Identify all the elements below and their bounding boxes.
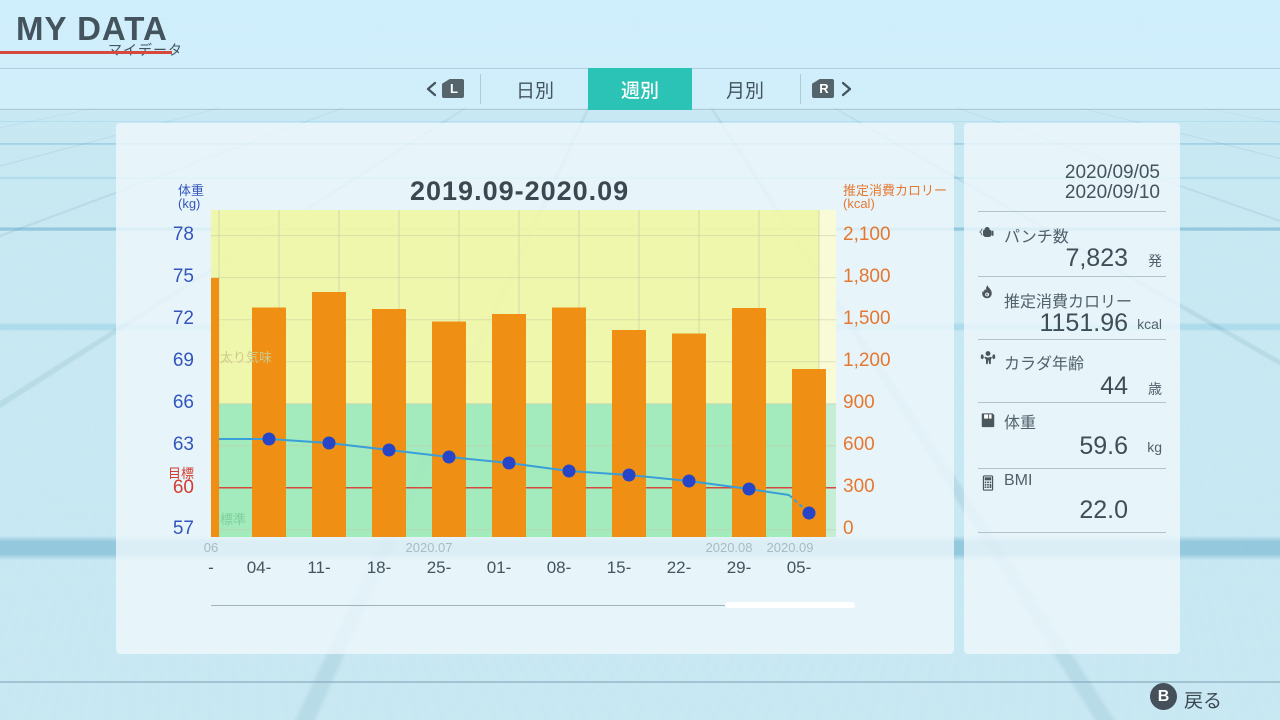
- svg-text:太り気味: 太り気味: [220, 350, 272, 365]
- svg-text:標準: 標準: [220, 512, 246, 527]
